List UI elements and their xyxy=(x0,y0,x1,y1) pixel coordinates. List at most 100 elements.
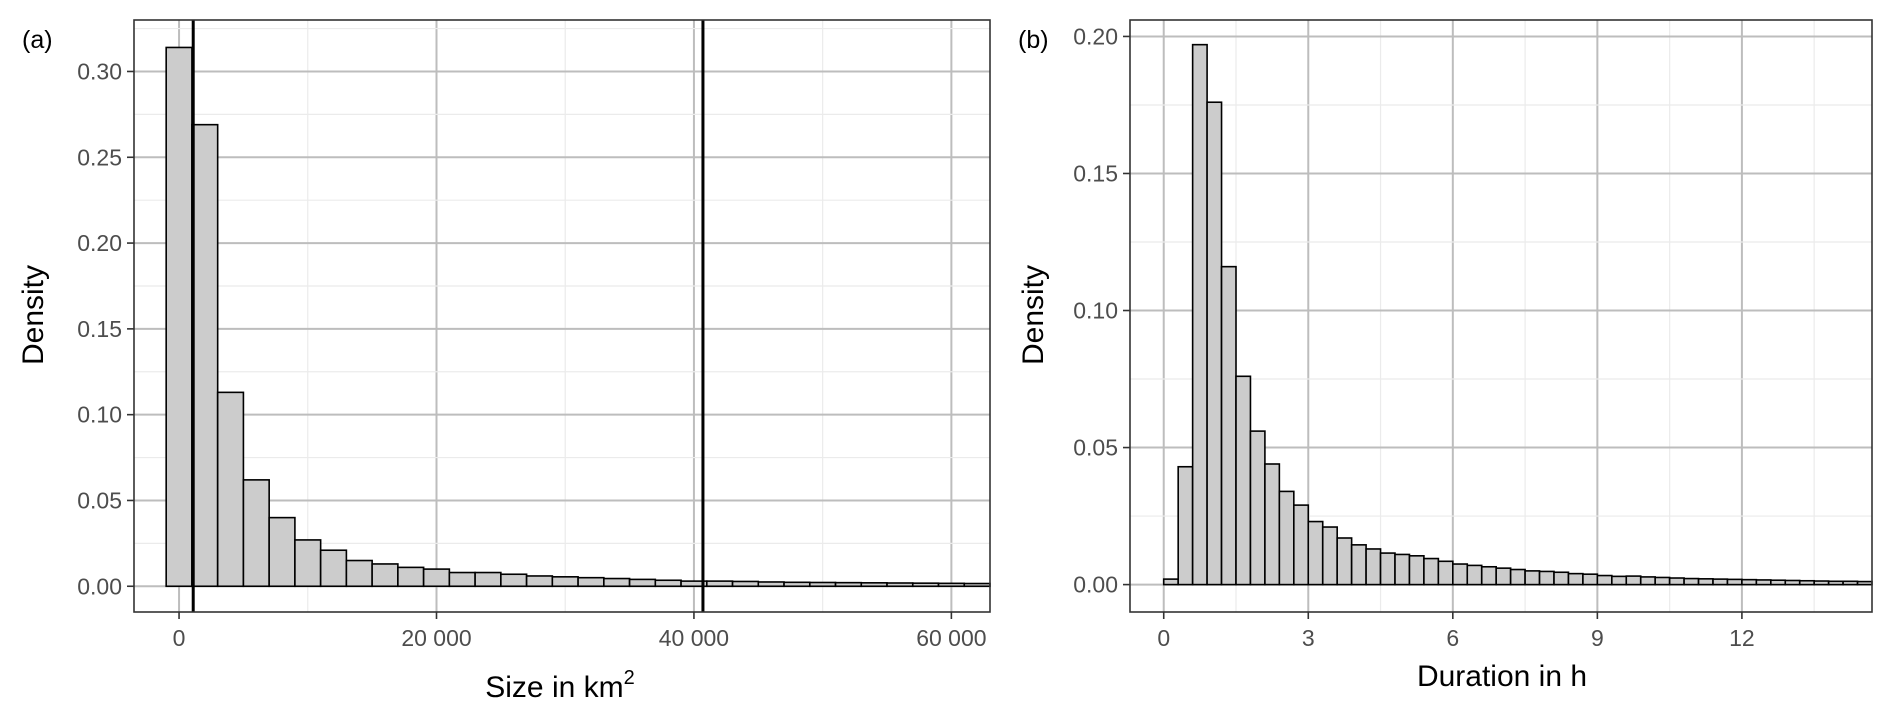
y-tick-label: 0.15 xyxy=(1073,160,1118,186)
y-tick-label: 0.20 xyxy=(1073,23,1118,49)
panel-a-reference-lines xyxy=(191,20,705,612)
x-tick-label: 60 000 xyxy=(916,625,986,651)
histogram-bar xyxy=(345,559,373,588)
panel-b-y-axis-title: Density xyxy=(1017,265,1050,365)
histogram-bar xyxy=(242,479,270,588)
histogram-bar xyxy=(1264,463,1281,586)
histogram-bar xyxy=(1784,579,1801,586)
histogram-bar xyxy=(1827,580,1844,586)
panel-b-x-axis-title: Duration in h xyxy=(1417,660,1587,693)
y-tick-label: 0.00 xyxy=(77,573,122,599)
histogram-bar xyxy=(1452,563,1469,586)
y-tick-label: 0.20 xyxy=(77,230,122,256)
histogram-bar xyxy=(1654,576,1671,586)
histogram-bar xyxy=(1755,579,1772,586)
y-tick-label: 0.10 xyxy=(77,402,122,428)
histogram-bar xyxy=(1596,574,1613,586)
panel-b-frame xyxy=(1129,19,1873,613)
histogram-bar xyxy=(577,576,605,588)
histogram-bar xyxy=(1611,575,1628,586)
histogram-bar xyxy=(1668,577,1685,586)
panel-b-duration-histogram: 0 3 6 9 12 0.000.050.100.150.20 (b) Density … xyxy=(1017,19,1873,693)
histogram-bar xyxy=(1191,43,1208,586)
histogram-bar xyxy=(1162,578,1179,586)
histogram-bar xyxy=(1249,430,1266,586)
histogram-bar xyxy=(1293,504,1310,586)
x-tick-label: 0 xyxy=(1157,625,1170,651)
histogram-bar xyxy=(1336,537,1353,586)
histogram-bar xyxy=(1509,568,1526,586)
histogram-bar xyxy=(783,581,811,588)
histogram-bar xyxy=(1726,578,1743,586)
panel-a-x-axis-title-superscript: 2 xyxy=(624,667,635,689)
x-tick-label: 3 xyxy=(1302,625,1315,651)
histogram-bar xyxy=(834,581,863,588)
panel-a-gridlines xyxy=(134,20,990,612)
y-tick-label: 0.00 xyxy=(1073,572,1118,598)
panel-a-frame xyxy=(133,19,991,613)
histogram-bar xyxy=(525,575,554,588)
histogram-bar xyxy=(1365,548,1382,586)
panel-b-bars xyxy=(1162,43,1873,586)
panel-a-y-axis-title: Density xyxy=(17,265,50,365)
histogram-bar xyxy=(1524,570,1541,586)
histogram-bar xyxy=(1813,580,1830,586)
panel-a-tag: (a) xyxy=(22,26,53,54)
panel-a-x-axis: 0 20 000 40 000 60 000 xyxy=(173,612,987,651)
y-tick-label: 0.05 xyxy=(1073,435,1118,461)
histogram-bar xyxy=(294,539,322,588)
histogram-bar xyxy=(1683,577,1700,586)
histogram-bar xyxy=(422,568,451,588)
histogram-bar xyxy=(1582,573,1599,586)
histogram-bar xyxy=(886,582,914,588)
x-tick-label: 20 000 xyxy=(401,625,471,651)
y-tick-label: 0.15 xyxy=(77,316,122,342)
panel-b-y-axis: 0.00 0.05 0.10 0.15 0.20 xyxy=(1073,23,1130,598)
histogram-bar xyxy=(216,391,245,588)
panel-a-x-axis-title: Size in km2 xyxy=(485,667,635,704)
x-tick-label: 6 xyxy=(1446,625,1459,651)
histogram-bar xyxy=(1538,570,1555,586)
histogram-bar xyxy=(319,549,348,588)
histogram-bar xyxy=(937,582,966,588)
histogram-bar xyxy=(628,578,657,588)
y-tick-label: 0.30 xyxy=(77,58,122,84)
histogram-bar xyxy=(500,573,528,588)
histogram-bar xyxy=(1842,580,1859,586)
histogram-bar xyxy=(860,582,888,588)
histogram-bar xyxy=(1206,101,1223,586)
histogram-bar xyxy=(1379,552,1396,586)
histogram-bar xyxy=(1712,578,1729,586)
histogram-bar xyxy=(1856,580,1873,586)
histogram-bar xyxy=(603,577,631,588)
histogram-bar xyxy=(268,516,296,588)
panel-b-x-axis: 0 3 6 9 12 xyxy=(1157,612,1755,651)
y-tick-label: 0.05 xyxy=(77,487,122,513)
histogram-bar xyxy=(1567,572,1584,586)
histogram-bar xyxy=(448,571,476,588)
histogram-bar xyxy=(165,46,193,588)
histogram-bar xyxy=(731,580,760,588)
histogram-bar xyxy=(1553,571,1570,586)
histogram-bar xyxy=(1220,265,1237,586)
histogram-bar xyxy=(1639,576,1656,586)
y-tick-label: 0.25 xyxy=(77,144,122,170)
histogram-bar xyxy=(757,581,785,588)
histogram-bar xyxy=(1321,526,1338,586)
panel-a-size-histogram: 0 20 000 40 000 60 000 0.00 0.05 0.10 0.15 0.20… xyxy=(17,19,991,704)
histogram-bar xyxy=(551,576,579,588)
histogram-bar xyxy=(397,566,425,588)
histogram-bar xyxy=(1495,567,1512,586)
histogram-bar xyxy=(911,582,940,588)
histogram-bar xyxy=(1394,553,1411,586)
histogram-bar xyxy=(1408,555,1425,586)
histogram-bar xyxy=(1480,565,1497,586)
y-tick-label: 0.10 xyxy=(1073,298,1118,324)
histogram-bar xyxy=(1437,560,1454,586)
histogram-bar xyxy=(963,582,991,588)
histogram-bar xyxy=(1235,375,1252,586)
panel-a-x-axis-title-main: Size in km xyxy=(485,671,623,704)
histogram-bar xyxy=(474,571,502,588)
histogram-bar xyxy=(706,580,734,588)
